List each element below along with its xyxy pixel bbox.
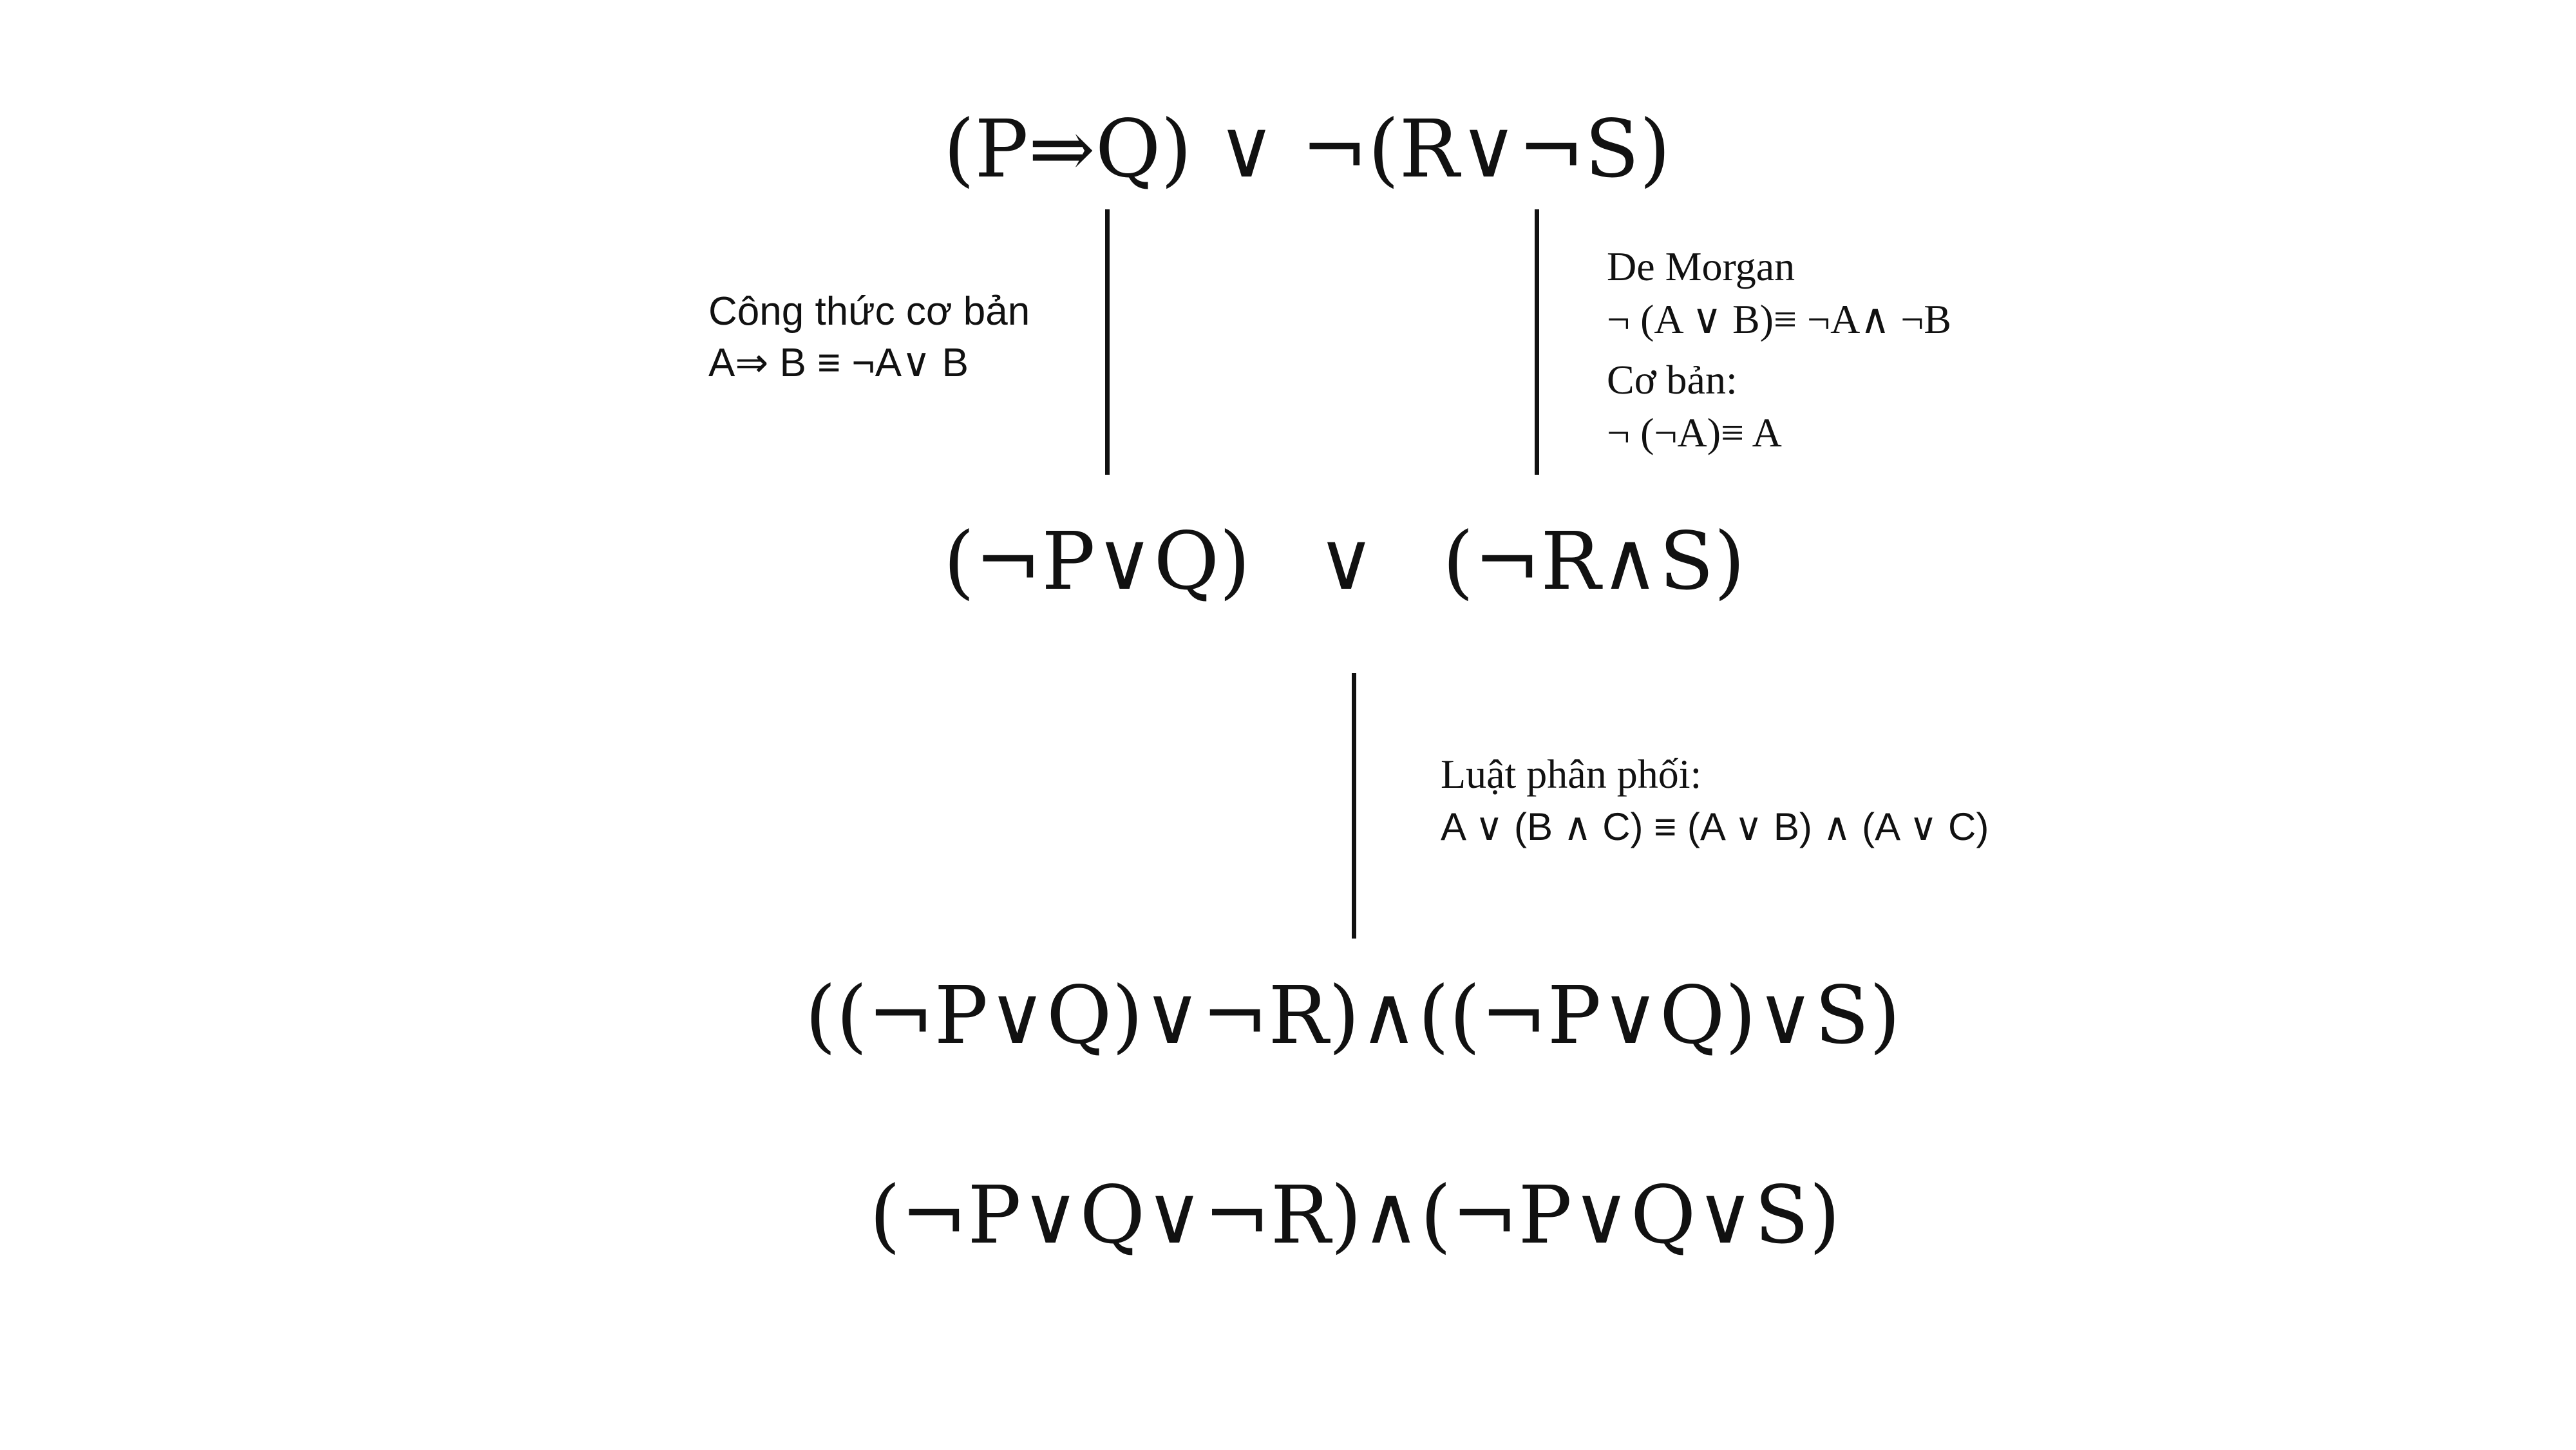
note-distributive-title: Luật phân phối:	[1441, 751, 1702, 797]
formula-step2: ((¬P∨Q)∨¬R)∧((¬P∨Q)∨S)	[805, 969, 1901, 1062]
formula-step1-or: ∨	[1317, 515, 1376, 608]
note-de-morgan-rule: ¬ (A ∨ B)≡ ¬A∧ ¬B	[1607, 296, 1951, 342]
note-basic-subtitle: Cơ bản:	[1607, 357, 1738, 403]
note-basic-formula-title: Công thức cơ bản	[708, 289, 1030, 334]
connector-middle	[1352, 673, 1356, 939]
connector-left-top	[1105, 209, 1110, 475]
note-de-morgan: De Morgan ¬ (A ∨ B)≡ ¬A∧ ¬B Cơ bản: ¬ (¬…	[1607, 246, 1951, 453]
note-distributive: Luật phân phối: A ∨ (B ∧ C) ≡ (A ∨ B) ∧ …	[1441, 754, 1989, 846]
connector-right-top	[1535, 209, 1539, 475]
note-basic-formula-rule: A⇒ B ≡ ¬A∨ B	[708, 341, 969, 385]
formula-step1-left: (¬P∨Q)	[943, 515, 1251, 608]
note-basic-subrule: ¬ (¬A)≡ A	[1607, 410, 1782, 455]
note-distributive-rule: A ∨ (B ∧ C) ≡ (A ∨ B) ∧ (A ∨ C)	[1441, 805, 1989, 848]
note-de-morgan-title: De Morgan	[1607, 243, 1795, 289]
note-basic-formula: Công thức cơ bản A⇒ B ≡ ¬A∨ B	[708, 292, 1030, 383]
formula-step1-right: (¬R∧S)	[1443, 515, 1745, 608]
formula-original: (P⇒Q) ∨ ¬(R∨¬S)	[943, 103, 1671, 196]
formula-step3: (¬P∨Q∨¬R)∧(¬P∨Q∨S)	[869, 1169, 1841, 1262]
